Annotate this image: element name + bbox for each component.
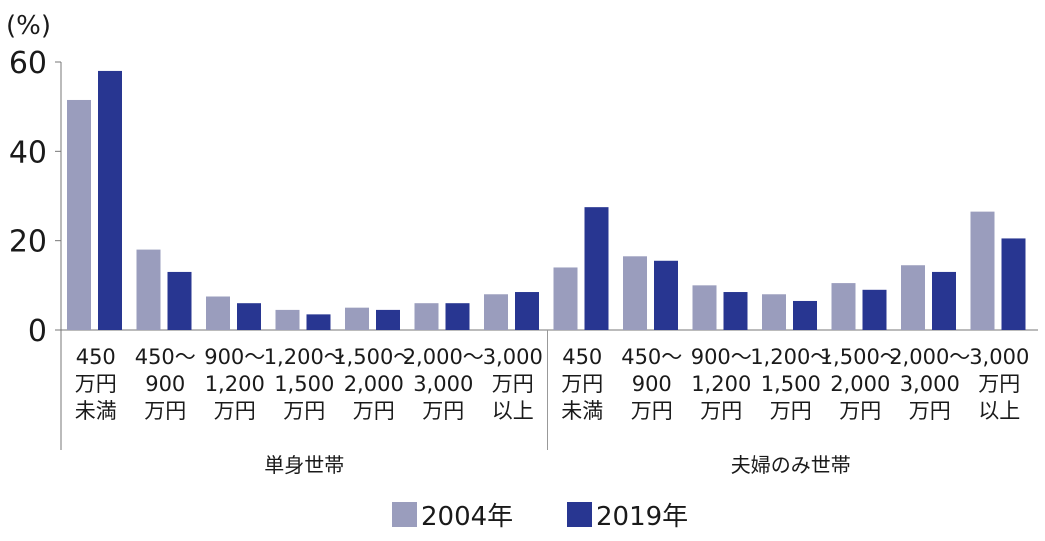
bar-series1 [831,283,856,330]
bar-series2 [723,292,748,330]
y-tick-label: 60 [9,46,47,81]
x-category-label: 以上 [492,399,534,423]
x-category-label: 1,200〜 [264,345,345,369]
x-category-label: 450 [76,345,116,369]
x-category-label: 900 [632,372,672,396]
group-label: 単身世帯 [264,453,344,477]
x-category-label: 2,000〜 [403,345,484,369]
x-category-label: 万円 [561,372,603,396]
legend-swatch [567,502,592,527]
x-category-label: 1,500 [274,372,334,396]
x-category-label: 万円 [75,372,117,396]
bar-series1 [136,249,161,330]
bar-series1 [970,211,995,330]
bar-series1 [414,303,439,330]
group-label: 夫婦のみ世帯 [731,453,851,477]
bar-series1 [275,309,300,330]
bar-series1 [206,296,230,330]
x-category-label: 万円 [978,372,1020,396]
x-category-label: 未満 [561,399,603,423]
x-category-label: 万円 [909,399,951,423]
bar-series2 [376,309,400,330]
bar-series2 [793,300,817,330]
x-category-label: 900〜 [204,345,265,369]
bar-series2 [1001,238,1026,330]
bar-series1 [901,265,925,330]
bar-series1 [623,256,647,330]
bar-series2 [932,271,956,330]
bar-series2 [515,292,539,330]
x-category-label: 450 [562,345,602,369]
x-category-label: 以上 [978,399,1020,423]
x-category-label: 1,200 [691,372,751,396]
x-category-label: 1,500〜 [820,345,901,369]
x-category-label: 万円 [492,372,534,396]
bar-series2 [98,70,122,330]
x-category-label: 2,000 [344,372,404,396]
legend-label: 2019年 [596,502,688,532]
bar-series1 [762,294,786,330]
x-category-label: 3,000 [483,345,543,369]
bar-series2 [306,314,331,330]
x-category-label: 1,200 [205,372,265,396]
bar-series2 [167,271,192,330]
y-tick-label: 20 [9,225,47,260]
bar-series1 [67,99,91,330]
x-category-label: 2,000〜 [889,345,970,369]
bar-series2 [654,260,678,330]
x-category-label: 万円 [144,399,186,423]
bar-series1 [345,307,369,330]
bar-series1 [692,285,717,330]
y-tick-label: 40 [9,135,47,170]
x-category-label: 万円 [839,399,881,423]
bar-series2 [584,207,609,330]
y-tick-label: 0 [28,314,47,349]
x-category-label: 万円 [422,399,464,423]
x-category-label: 900〜 [691,345,752,369]
x-category-label: 万円 [631,399,673,423]
x-category-label: 万円 [700,399,742,423]
x-category-label: 3,000 [900,372,960,396]
x-category-label: 450〜 [621,345,682,369]
x-category-label: 1,200〜 [750,345,831,369]
x-category-label: 3,000 [413,372,473,396]
x-category-label: 900 [145,372,185,396]
legend-label: 2004年 [421,502,513,532]
x-category-label: 450〜 [135,345,196,369]
x-category-label: 3,000 [969,345,1029,369]
x-category-label: 1,500 [761,372,821,396]
x-category-label: 未満 [75,399,117,423]
y-axis-unit-label: (%) [6,11,51,41]
x-category-label: 万円 [353,399,395,423]
x-category-label: 2,000 [830,372,890,396]
bar-series1 [484,294,508,330]
bar-series2 [445,303,470,330]
bar-series2 [237,303,261,330]
x-category-label: 万円 [770,399,812,423]
x-category-label: 1,500〜 [333,345,414,369]
bar-series1 [553,267,578,330]
x-category-label: 万円 [283,399,325,423]
x-category-label: 万円 [214,399,256,423]
bar-series2 [862,289,887,330]
legend-swatch [392,502,417,527]
